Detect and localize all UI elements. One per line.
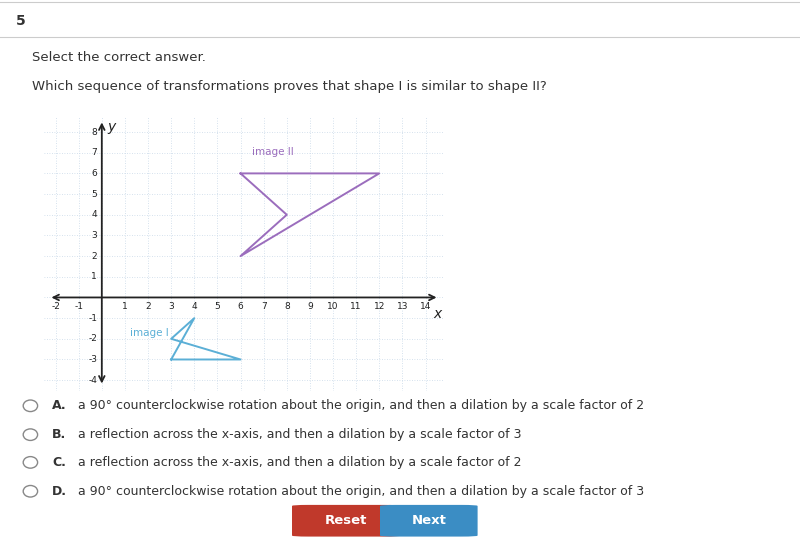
Text: y: y [107, 120, 116, 134]
Text: 5: 5 [16, 14, 26, 28]
Text: Next: Next [411, 514, 446, 527]
Text: 8: 8 [91, 128, 97, 136]
Text: A.: A. [52, 399, 66, 412]
Text: 5: 5 [91, 190, 97, 199]
Text: a 90° counterclockwise rotation about the origin, and then a dilation by a scale: a 90° counterclockwise rotation about th… [78, 485, 645, 498]
Text: 2: 2 [91, 251, 97, 261]
Text: 2: 2 [146, 301, 151, 311]
Text: 13: 13 [397, 301, 408, 311]
Text: C.: C. [52, 456, 66, 469]
Text: -3: -3 [88, 355, 97, 364]
Text: image I: image I [130, 328, 168, 338]
Text: 3: 3 [91, 231, 97, 240]
Text: -4: -4 [88, 376, 97, 384]
FancyBboxPatch shape [292, 505, 400, 537]
Text: Which sequence of transformations proves that shape I is similar to shape II?: Which sequence of transformations proves… [32, 80, 546, 93]
Text: -2: -2 [88, 334, 97, 343]
Text: 11: 11 [350, 301, 362, 311]
Text: 1: 1 [122, 301, 128, 311]
Text: 12: 12 [374, 301, 385, 311]
Text: 5: 5 [214, 301, 220, 311]
Text: 9: 9 [307, 301, 313, 311]
Text: 7: 7 [261, 301, 266, 311]
Text: 4: 4 [191, 301, 197, 311]
Text: 4: 4 [91, 210, 97, 219]
Text: 3: 3 [168, 301, 174, 311]
Text: 1: 1 [91, 272, 97, 281]
Text: a reflection across the x-axis, and then a dilation by a scale factor of 2: a reflection across the x-axis, and then… [78, 456, 522, 469]
Text: image II: image II [252, 147, 294, 157]
Text: Select the correct answer.: Select the correct answer. [32, 51, 206, 64]
Text: Reset: Reset [325, 514, 366, 527]
FancyBboxPatch shape [380, 505, 478, 537]
Text: a reflection across the x-axis, and then a dilation by a scale factor of 3: a reflection across the x-axis, and then… [78, 428, 522, 441]
Text: a 90° counterclockwise rotation about the origin, and then a dilation by a scale: a 90° counterclockwise rotation about th… [78, 399, 645, 412]
Text: -1: -1 [74, 301, 83, 311]
Text: B.: B. [52, 428, 66, 441]
Text: 10: 10 [327, 301, 338, 311]
Text: D.: D. [52, 485, 67, 498]
Text: 6: 6 [91, 169, 97, 178]
Text: 6: 6 [238, 301, 243, 311]
Text: x: x [433, 307, 441, 321]
Text: 8: 8 [284, 301, 290, 311]
Text: -2: -2 [51, 301, 60, 311]
Text: 14: 14 [420, 301, 431, 311]
Text: -1: -1 [88, 314, 97, 323]
Text: 7: 7 [91, 148, 97, 157]
